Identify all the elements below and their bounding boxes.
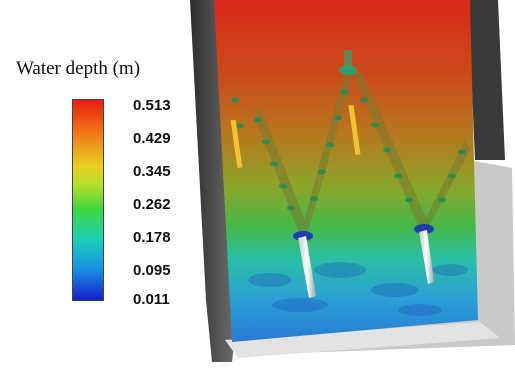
colorbar-tick-label: 0.178 [133,229,171,246]
colorbar-tick-label: 0.095 [133,262,171,279]
colorbar-tick-label: 0.345 [133,163,171,180]
water-depth-field [214,0,478,342]
flow-markers [231,89,466,211]
colorbar-tick-label: 0.262 [133,196,171,213]
yellow-post-left [230,119,243,169]
downstream-turbulence [248,262,468,316]
rod-right [414,224,434,284]
colorbar-tick-label: 0.513 [133,97,171,114]
rod-left [293,231,316,298]
legend-title: Water depth (m) [16,58,141,79]
colorbar-tick-label: 0.429 [133,130,171,147]
channel-right-wall [468,0,505,160]
colorbar [72,99,104,301]
channel-bottom-rim [225,322,500,358]
yellow-post-right [348,104,361,156]
colorbar-tick-label: 0.011 [133,291,170,308]
inlet-post [344,50,352,70]
